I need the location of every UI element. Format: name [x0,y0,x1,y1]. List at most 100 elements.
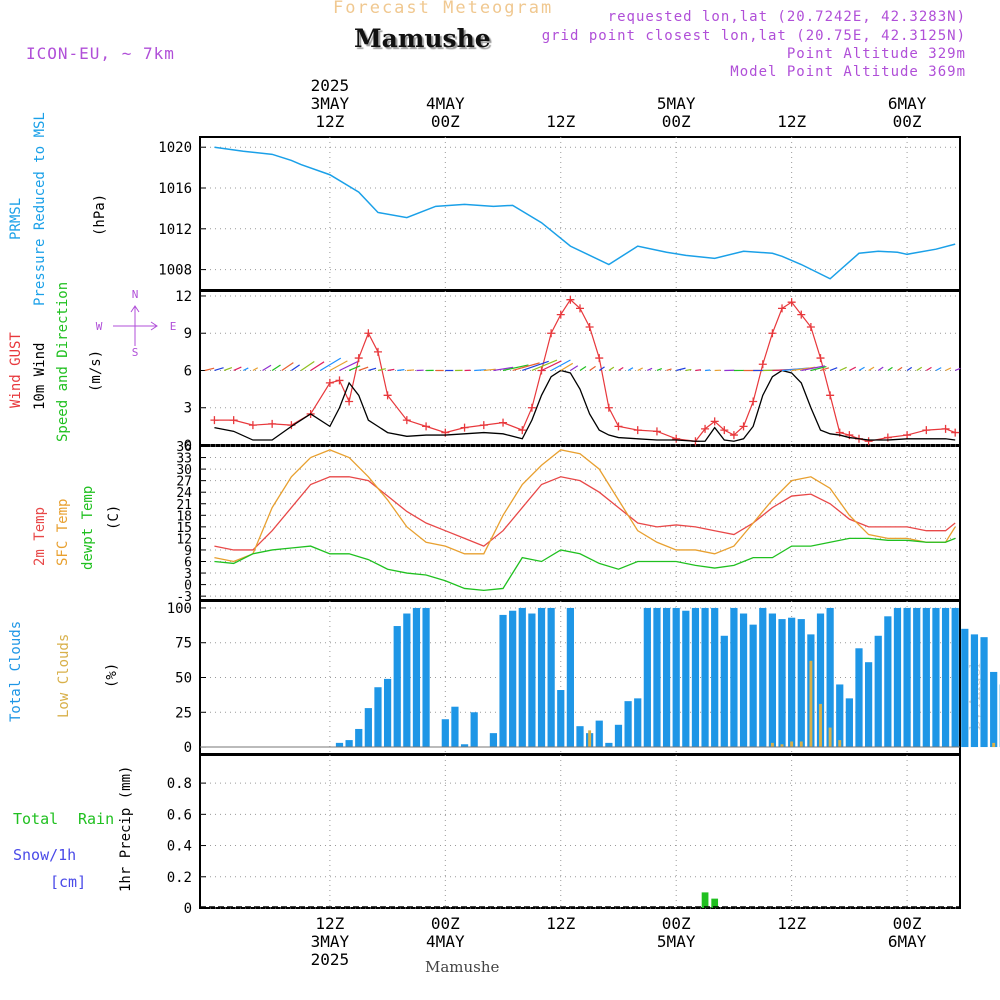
bottom-time-label: 12Z [315,914,344,933]
total-clouds-bar [711,607,719,748]
bottom-time-label: 6MAY [888,932,927,951]
y-tick-label: 0 [184,579,192,594]
y-tick-label: 12 [176,532,192,547]
rain-bar [711,898,719,908]
y-tick-label: 6 [184,556,192,571]
total-clouds-bar [730,607,738,748]
total-clouds-bar [345,740,353,748]
total-clouds-bar [816,613,825,748]
wind-gust-marker [518,426,527,435]
total-clouds-bar [451,706,459,748]
gridpoint-coords: grid point closest lon,lat (20.75E, 42.3… [541,28,966,44]
total-clouds-bar [941,607,950,748]
bottom-time-label: 3MAY [311,932,350,951]
total-clouds-bar [374,687,382,748]
low-clouds-bar [838,740,842,748]
total-clouds-bar [335,742,344,748]
total-clouds-bar [393,626,401,748]
total-clouds-bar [788,617,796,748]
total-clouds-bar [932,607,940,748]
total-clouds-bar [874,635,882,748]
wind-gust-marker [537,366,546,375]
wind-gust-marker [325,378,334,387]
wind-gust-marker [778,304,787,313]
footer-location: Mamushe [425,958,500,976]
total-clouds-bar [720,635,728,748]
y-tick-label: 75 [175,636,192,652]
wind-gust-marker [566,295,575,304]
wind-direction-arrow [377,368,386,372]
low-clouds-bar [780,744,784,748]
total-clouds-bar [595,720,603,748]
wind-direction-arrow [397,369,405,372]
wind-gust-marker [460,423,469,432]
wind-gust-marker [806,323,815,332]
top-time-label: 12Z [546,112,575,131]
wind-direction-arrow [627,367,634,372]
wind-gust-marker [383,391,392,400]
wind-gust-marker [604,403,613,412]
total-clouds-bar [403,613,411,748]
y-tick-label: 1008 [158,263,192,279]
total-clouds-bar [412,607,421,748]
wind-direction-arrow [531,359,558,372]
y-tick-label: 0 [184,438,192,454]
wind-direction-arrow [541,360,562,372]
y-tick-label: -3 [176,590,192,605]
low-clouds-bar [809,660,813,748]
rain-bar [701,892,709,908]
bottom-time-label: 5MAY [657,932,696,951]
y-tick-label: 33 [176,452,192,467]
wind-direction-arrow [589,365,596,371]
wind-gust-marker [816,354,825,363]
total-clouds-bar [576,726,584,748]
top-time-label: 00Z [662,112,691,131]
wind-gust-marker [422,422,431,431]
bottom-time-label: 12Z [777,914,806,933]
precip-cm-label: [cm] [50,873,87,891]
wind-gust-marker [335,376,344,385]
wind-direction-arrow [262,364,272,371]
top-time-label: 5MAY [657,94,696,113]
wind-direction-arrow [858,366,865,372]
low-clouds-bar [819,703,822,748]
y-tick-label: 0.4 [167,839,192,855]
y-tick-label: 30 [176,463,192,478]
bottom-time-label: 00Z [662,914,691,933]
wind-gust-marker [576,304,584,313]
total-clouds-bar [826,607,834,748]
total-clouds-bar [355,728,363,748]
wind-direction-arrow [839,366,847,372]
low-clouds-bar [790,741,794,748]
requested-coords: requested lon,lat (20.7242E, 42.3283N) [607,9,966,25]
wind-direction-arrow [319,357,342,371]
wind-direction-arrow [339,361,358,372]
total-clouds-bar [903,607,911,748]
wind-direction-arrow [310,361,325,371]
compass-east: E [170,320,177,333]
temp-sfc-series-line [214,449,956,563]
y-tick-label: 3 [184,401,192,417]
y-tick-label: 0 [184,740,192,756]
wind-direction-arrow [695,369,702,372]
total-clouds-bar [768,613,777,748]
y-tick-label: 3 [184,567,192,582]
total-clouds-bar [557,690,565,748]
low-clouds-bar [828,727,832,748]
total-clouds-bar [518,607,526,748]
wind-compass-icon: N S W E [96,288,177,359]
wind-direction-arrow [483,368,496,372]
wind-gust-marker [951,428,960,437]
top-time-label: 4MAY [426,94,465,113]
total-clouds-bar [528,613,536,748]
wind-direction-arrow [560,362,574,371]
wind-direction-arrow [935,367,942,372]
wind-10m-series-line [214,369,956,442]
total-clouds-bar [797,619,805,748]
total-clouds-bar [614,724,623,748]
wind-direction-arrow [493,366,514,372]
total-clouds-bar [383,678,392,748]
y-tick-label: 24 [176,486,192,501]
model-label: ICON-EU, ~ 7km [26,44,175,63]
